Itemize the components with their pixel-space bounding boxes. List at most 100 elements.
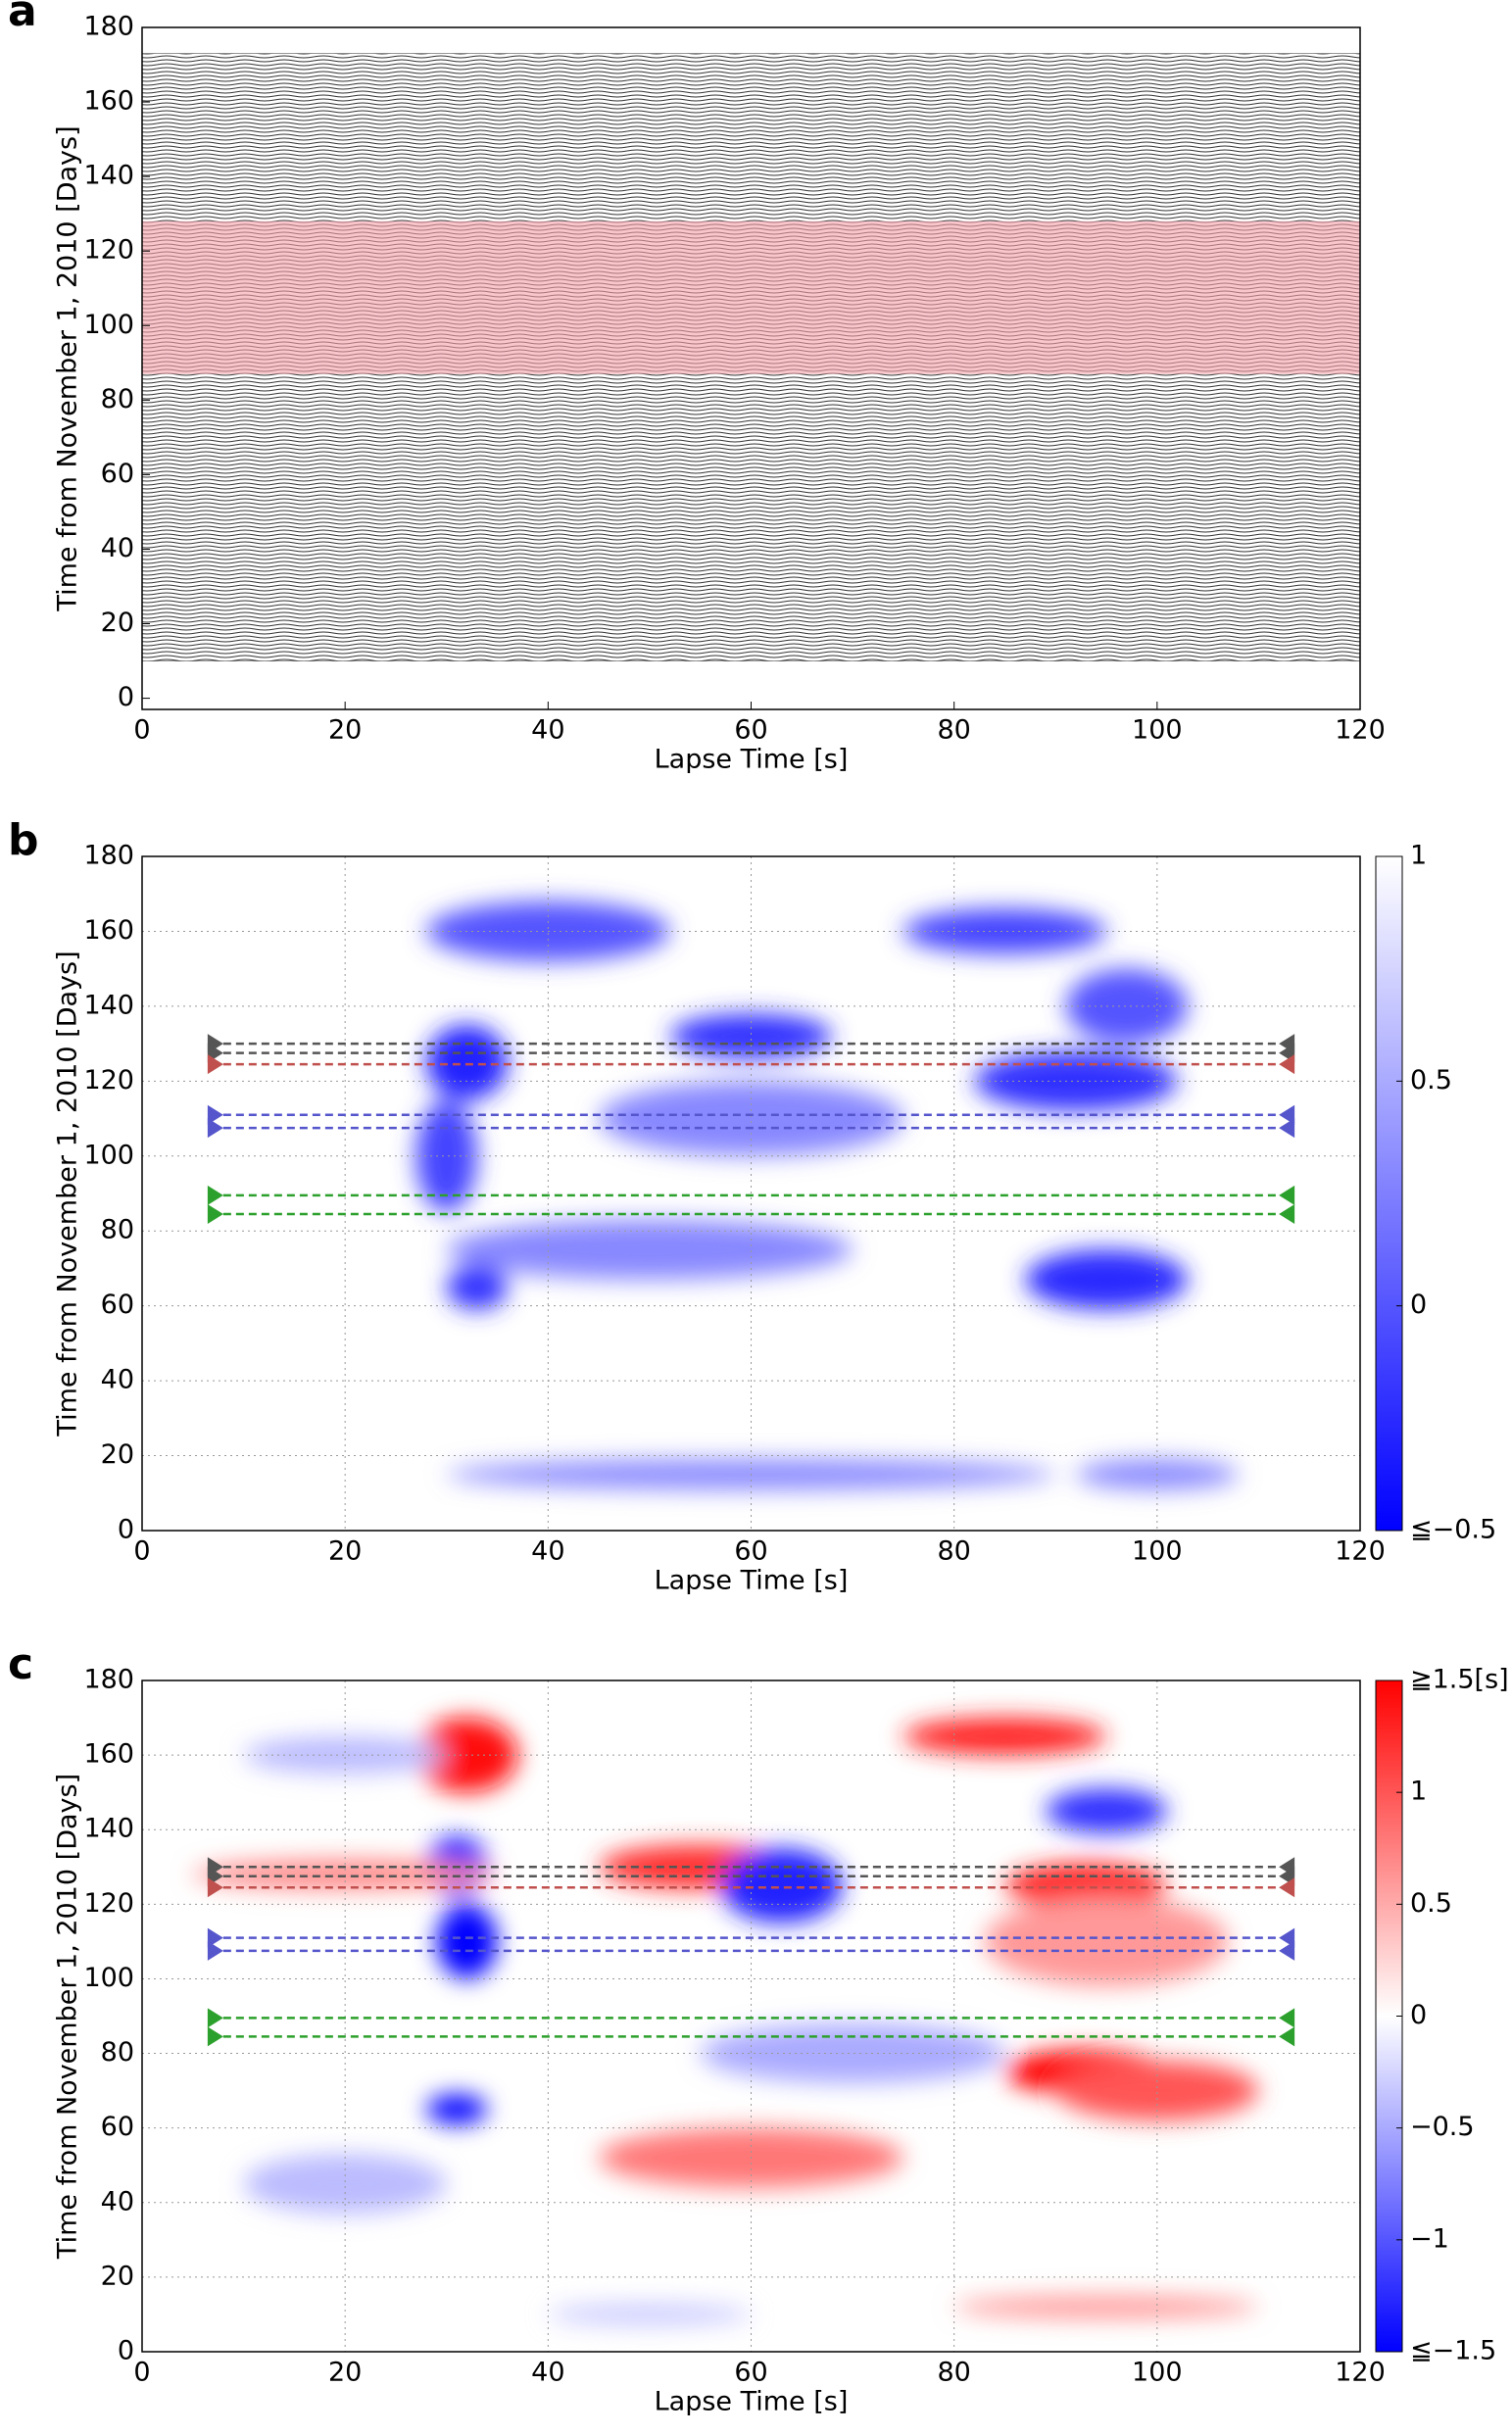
marker bbox=[207, 1054, 223, 1075]
panel-label: c bbox=[8, 1639, 33, 1689]
y-axis-label: Time from November 1, 2010 [Days] bbox=[53, 1774, 83, 2260]
heatmap bbox=[238, 882, 1269, 1489]
y-tick-label: 140 bbox=[83, 990, 134, 1020]
marker bbox=[207, 1118, 223, 1139]
x-tick-label: 0 bbox=[133, 1536, 150, 1567]
x-tick-label: 20 bbox=[328, 2358, 362, 2388]
y-tick-label: 20 bbox=[101, 608, 134, 638]
y-tick-label: 0 bbox=[118, 682, 134, 712]
y-tick-label: 100 bbox=[83, 1963, 134, 1993]
colorbar-tick-label: ≧1.5[s] bbox=[1410, 1665, 1509, 1695]
y-tick-label: 120 bbox=[83, 1888, 134, 1919]
x-tick-label: 0 bbox=[133, 2358, 150, 2388]
x-axis-label: Lapse Time [s] bbox=[655, 1566, 849, 1596]
x-tick-label: 100 bbox=[1132, 715, 1183, 746]
x-tick-label: 80 bbox=[937, 2358, 970, 2388]
y-tick-label: 0 bbox=[118, 2336, 134, 2366]
marker bbox=[207, 1204, 223, 1225]
y-tick-label: 180 bbox=[83, 841, 134, 871]
panel-label: b bbox=[8, 815, 39, 865]
marker bbox=[207, 2026, 223, 2047]
marker bbox=[1279, 2008, 1295, 2028]
x-tick-label: 60 bbox=[734, 715, 767, 746]
colorbar-tick-label: ≦−0.5 bbox=[1410, 1515, 1496, 1545]
x-tick-label: 40 bbox=[531, 1536, 564, 1567]
y-tick-label: 160 bbox=[83, 86, 134, 117]
marker bbox=[207, 2008, 223, 2028]
colorbar-tick-label: 0 bbox=[1410, 2000, 1427, 2030]
blob bbox=[1045, 1788, 1168, 1834]
y-tick-label: 180 bbox=[83, 12, 134, 42]
y-axis-label: Time from November 1, 2010 [Days] bbox=[53, 125, 83, 611]
plot-frame bbox=[141, 26, 1361, 710]
y-tick-label: 60 bbox=[101, 2112, 134, 2142]
y-tick-label: 80 bbox=[101, 384, 134, 414]
colorbar bbox=[1375, 855, 1403, 1532]
y-tick-label: 120 bbox=[83, 1065, 134, 1096]
x-tick-label: 0 bbox=[133, 715, 150, 746]
colorbar-tick-label: 1 bbox=[1410, 841, 1427, 871]
y-tick-label: 160 bbox=[83, 1739, 134, 1770]
y-tick-label: 80 bbox=[101, 1215, 134, 1245]
y-tick-label: 20 bbox=[101, 2261, 134, 2291]
blob bbox=[953, 2295, 1259, 2318]
blobs bbox=[415, 901, 1239, 1489]
x-tick-label: 60 bbox=[734, 1536, 767, 1567]
marker bbox=[207, 1185, 223, 1205]
x-tick-label: 120 bbox=[1335, 1536, 1386, 1567]
colorbar-tick-label: 0.5 bbox=[1410, 1888, 1452, 1919]
y-tick-label: 120 bbox=[83, 235, 134, 266]
y-tick-label: 60 bbox=[101, 1290, 134, 1320]
x-tick-label: 100 bbox=[1132, 1536, 1183, 1567]
marker bbox=[1279, 1877, 1295, 1898]
blob bbox=[243, 2154, 447, 2215]
marker bbox=[1279, 1054, 1295, 1075]
y-tick-label: 20 bbox=[101, 1439, 134, 1470]
y-axis-label: Time from November 1, 2010 [Days] bbox=[53, 950, 83, 1437]
y-tick-label: 0 bbox=[118, 1515, 134, 1545]
blob bbox=[446, 1219, 854, 1280]
x-axis-label: Lapse Time [s] bbox=[655, 745, 849, 775]
y-tick-label: 180 bbox=[83, 1665, 134, 1695]
y-tick-label: 60 bbox=[101, 459, 134, 489]
blob bbox=[426, 1025, 508, 1100]
colorbar-tick-label: 0.5 bbox=[1410, 1065, 1452, 1096]
blob bbox=[1004, 1863, 1168, 1909]
marker bbox=[1279, 1118, 1295, 1139]
marker bbox=[207, 1927, 223, 1948]
marker bbox=[1279, 1185, 1295, 1205]
y-tick-label: 140 bbox=[83, 1814, 134, 1844]
plot-frame bbox=[141, 855, 1361, 1532]
x-tick-label: 80 bbox=[937, 1536, 970, 1567]
colorbar-tick-label: 0 bbox=[1410, 1290, 1427, 1320]
marker bbox=[1279, 1927, 1295, 1948]
blob bbox=[1025, 1249, 1188, 1310]
blob bbox=[902, 908, 1107, 954]
y-tick-label: 160 bbox=[83, 915, 134, 946]
y-tick-label: 40 bbox=[101, 1365, 134, 1395]
marker bbox=[1279, 1104, 1295, 1125]
blob bbox=[984, 1896, 1229, 1987]
y-tick-label: 100 bbox=[83, 310, 134, 340]
y-tick-label: 40 bbox=[101, 533, 134, 563]
blob bbox=[436, 1904, 498, 1979]
marker bbox=[1279, 2026, 1295, 2047]
marker bbox=[1279, 1940, 1295, 1961]
x-axis-label: Lapse Time [s] bbox=[655, 2387, 849, 2417]
x-tick-label: 60 bbox=[734, 2358, 767, 2388]
blob bbox=[548, 2303, 752, 2326]
panel-label: a bbox=[8, 0, 37, 36]
highlight-band bbox=[142, 220, 1360, 374]
blob bbox=[902, 1718, 1107, 1756]
x-tick-label: 20 bbox=[328, 715, 362, 746]
colorbar-tick-label: −0.5 bbox=[1410, 2112, 1475, 2142]
heatmap bbox=[192, 1706, 1269, 2326]
blob bbox=[426, 2094, 488, 2124]
marker bbox=[1279, 1204, 1295, 1225]
blob bbox=[1055, 2061, 1259, 2121]
y-tick-label: 40 bbox=[101, 2186, 134, 2216]
plot-frame bbox=[141, 1680, 1361, 2353]
blob bbox=[974, 1050, 1178, 1111]
x-tick-label: 120 bbox=[1335, 2358, 1386, 2388]
